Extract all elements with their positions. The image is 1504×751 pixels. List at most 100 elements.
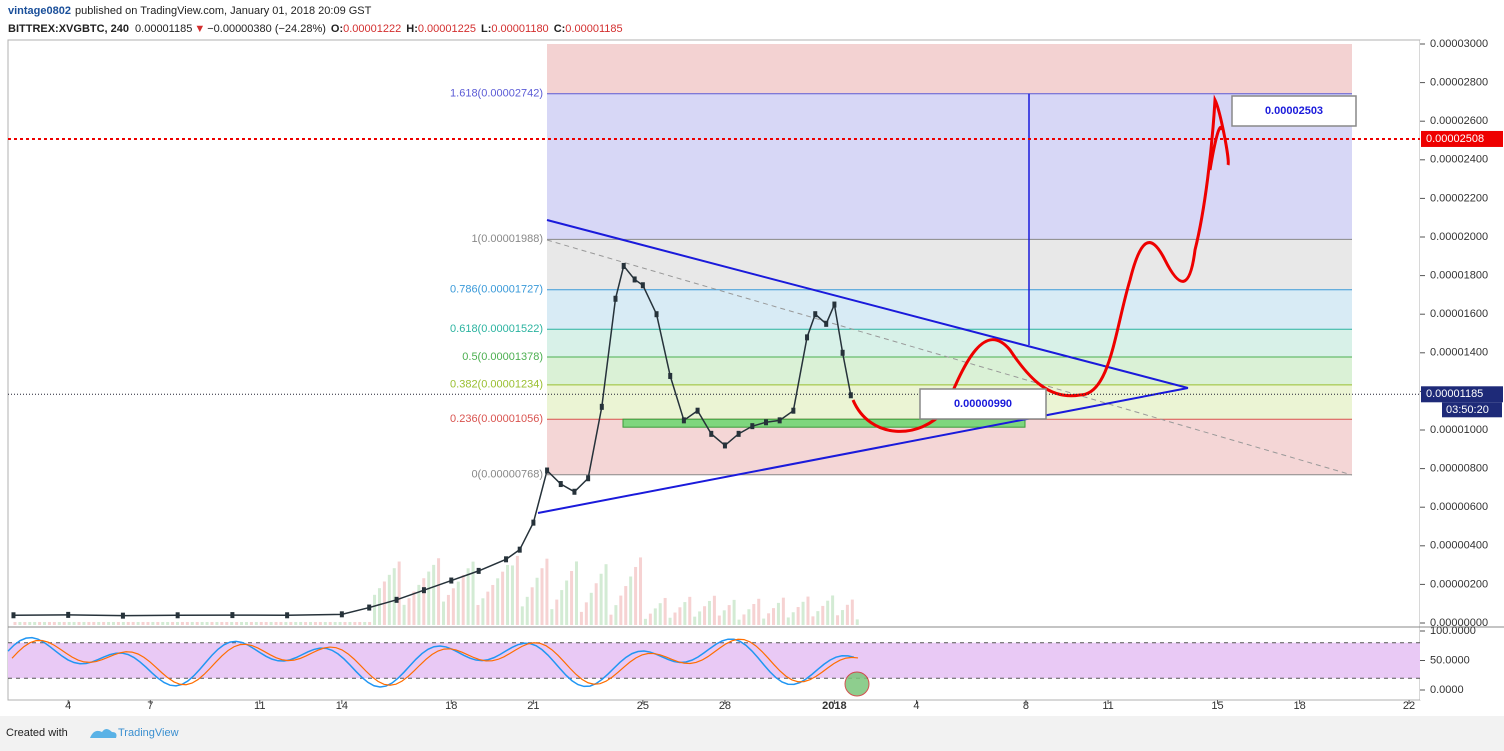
volume-bar xyxy=(240,622,244,625)
volume-bar xyxy=(772,608,776,625)
candle xyxy=(613,295,618,302)
volume-bar xyxy=(269,622,273,625)
volume-bar xyxy=(397,561,401,625)
candle xyxy=(175,612,180,619)
candle xyxy=(66,611,71,618)
volume-bar xyxy=(377,588,381,625)
candle xyxy=(640,282,645,289)
candle xyxy=(545,467,550,474)
header-line: vintage0802 published on TradingView.com,… xyxy=(8,5,372,17)
footer-bar xyxy=(0,716,1504,751)
volume-bar xyxy=(304,622,308,625)
volume-bar xyxy=(845,604,849,625)
x-tick-label: 2018 xyxy=(822,700,846,712)
volume-bar xyxy=(392,568,396,625)
volume-bar xyxy=(673,612,677,625)
y-tick-label: 0.00001800 xyxy=(1430,270,1488,282)
volume-bar xyxy=(323,622,327,625)
footer-created: Created with xyxy=(6,727,68,739)
y-tick-label: 0.00000200 xyxy=(1430,578,1488,590)
volume-bar xyxy=(62,622,66,625)
x-tick-label: 21 xyxy=(527,700,539,712)
volume-bar xyxy=(358,622,362,625)
arrow: ▼ xyxy=(194,23,205,35)
symbol: BITTREX:XVGBTC, 240 xyxy=(8,23,129,35)
candle xyxy=(791,407,796,414)
candle xyxy=(11,612,16,619)
volume-bar xyxy=(850,599,854,625)
volume-bar xyxy=(619,595,623,625)
volume-bar xyxy=(574,561,578,625)
volume-bar xyxy=(801,601,805,625)
fib-zone xyxy=(547,357,1352,385)
fib-label: 0.382(0.00001234) xyxy=(450,379,543,391)
volume-bar xyxy=(441,601,445,625)
volume-bar xyxy=(501,571,505,625)
candle xyxy=(695,407,700,414)
volume-bar xyxy=(456,581,460,625)
x-tick-label: 11 xyxy=(254,700,265,712)
candle xyxy=(805,334,810,341)
volume-bar xyxy=(437,558,441,625)
x-tick-label: 18 xyxy=(1293,700,1305,712)
candle xyxy=(531,519,536,526)
volume-bar xyxy=(343,622,347,625)
stoch-highlight xyxy=(844,671,870,697)
x-tick-label: 11 xyxy=(1102,700,1113,712)
footer-brand: TradingView xyxy=(118,727,179,739)
volume-bar xyxy=(831,595,835,625)
volume-bar xyxy=(722,610,726,625)
fib-label: 0.618(0.00001522) xyxy=(450,323,543,335)
volume-bar xyxy=(614,605,618,625)
candle xyxy=(558,481,563,488)
volume-bar xyxy=(786,617,790,625)
y-tick-label: 0.00001600 xyxy=(1430,308,1488,320)
volume-bar xyxy=(77,622,81,625)
volume-bar xyxy=(102,622,106,625)
volume-bar xyxy=(244,622,248,625)
volume-bar xyxy=(589,592,593,625)
volume-bar xyxy=(515,555,519,625)
y-tick-label: 0.00000800 xyxy=(1430,463,1488,475)
y-tick-label: 0.00002600 xyxy=(1430,115,1488,127)
callout xyxy=(919,388,1047,420)
candle xyxy=(504,556,509,563)
candle xyxy=(421,587,426,594)
volume-bar xyxy=(639,557,643,625)
y-tick-label: 0.00000000 xyxy=(1430,617,1488,629)
volume-bar xyxy=(368,622,372,625)
footer-logo xyxy=(90,729,117,738)
volume-bar xyxy=(151,622,155,625)
volume-bar xyxy=(688,596,692,625)
volume-bar xyxy=(422,578,426,625)
volume-bar xyxy=(259,622,263,625)
x-tick-label: 7 xyxy=(147,700,153,712)
volume-bar xyxy=(584,602,588,625)
volume-bar xyxy=(215,622,219,625)
volume-bar xyxy=(328,622,332,625)
volume-bar xyxy=(560,590,564,625)
volume-bar xyxy=(18,622,22,625)
volume-bar xyxy=(254,622,258,625)
ohlc-key: L: xyxy=(481,23,491,35)
volume-bar xyxy=(338,622,342,625)
ohlc-key: O: xyxy=(331,23,343,35)
current-label: 0.00001185 xyxy=(1426,388,1483,400)
volume-bar xyxy=(82,622,86,625)
volume-bar xyxy=(486,591,490,625)
candle xyxy=(736,430,741,437)
volume-bar xyxy=(510,565,514,625)
volume-bar xyxy=(47,622,51,625)
volume-bar xyxy=(565,580,569,625)
volume-bar xyxy=(225,622,229,625)
volume-bar xyxy=(703,606,707,625)
current-tag xyxy=(1421,386,1503,403)
y-tick-label: 0.00002800 xyxy=(1430,77,1488,89)
volume-bar xyxy=(220,622,224,625)
volume-bar xyxy=(781,597,785,625)
callout-text: 0.00002503 xyxy=(1265,105,1323,117)
volume-bar xyxy=(387,574,391,625)
volume-bar xyxy=(72,622,76,625)
volume-bar xyxy=(653,608,657,625)
candle xyxy=(848,392,853,399)
